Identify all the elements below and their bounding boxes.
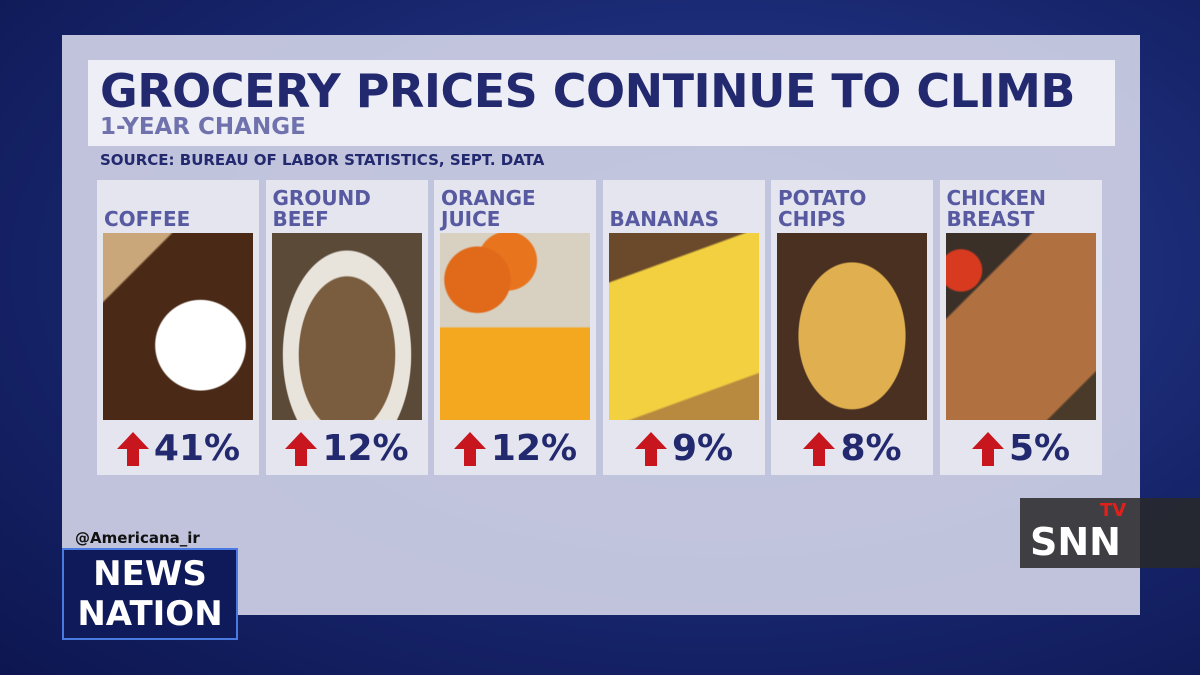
change-value: 12% — [490, 428, 578, 469]
name-line: BEEF — [272, 207, 329, 231]
change-value: 12% — [322, 428, 409, 469]
arrow-shape — [116, 431, 149, 466]
tv-logo-box — [1020, 498, 1200, 568]
item-name: CHICKEN BREAST — [947, 184, 1046, 230]
handle: @Americana_ir — [75, 529, 200, 547]
network-logo: NEWS NATION — [62, 548, 238, 640]
up-arrow — [453, 431, 486, 466]
logo-line: NATION — [77, 594, 223, 634]
item-card: CHICKEN BREAST 5% — [939, 180, 1102, 475]
arrow-shape — [453, 431, 486, 466]
name-line: BANANAS — [609, 207, 720, 231]
up-arrow — [803, 431, 836, 466]
name-line: POTATO — [778, 186, 867, 210]
tv-badge: TV — [1100, 500, 1127, 521]
arrow-shape — [803, 431, 836, 466]
name-line: CHIPS — [778, 207, 846, 231]
item-card: GROUND BEEF 12% — [265, 180, 428, 475]
item-image — [945, 233, 1096, 420]
item-image — [103, 233, 253, 420]
arrow-shape — [971, 431, 1004, 466]
item-image — [608, 233, 759, 420]
name-line: JUICE — [441, 207, 501, 231]
change-row: 12% — [266, 428, 428, 469]
item-name: GROUND BEEF — [273, 184, 371, 230]
source: SOURCE: BUREAU OF LABOR STATISTICS, SEPT… — [100, 151, 545, 169]
change-row: 12% — [434, 428, 596, 469]
change-value: 5% — [1008, 428, 1071, 469]
name-line: GROUND — [272, 186, 371, 210]
name-line: ORANGE — [441, 186, 536, 210]
name-line: BREAST — [946, 207, 1035, 231]
item-name: BANANAS — [610, 184, 720, 230]
change-value: 41% — [153, 428, 241, 469]
title: GROCERY PRICES CONTINUE TO CLIMB — [100, 64, 1075, 118]
item-card: BANANAS 9% — [602, 180, 765, 475]
change-value: 9% — [671, 428, 734, 469]
item-name: COFFEE — [104, 184, 190, 230]
up-arrow — [116, 431, 149, 466]
tv-logo: SNN — [1030, 520, 1121, 564]
up-arrow — [634, 431, 667, 466]
up-arrow — [285, 431, 318, 466]
title-bar — [88, 60, 1115, 146]
item-name: ORANGE JUICE — [441, 184, 536, 230]
name-line: COFFEE — [104, 207, 191, 231]
item-image — [271, 233, 422, 420]
arrow-shape — [285, 431, 318, 466]
change-value: 8% — [840, 428, 902, 469]
item-card: POTATO CHIPS 8% — [771, 180, 933, 475]
item-image — [777, 233, 927, 420]
item-image — [440, 233, 590, 420]
arrow-shape — [634, 431, 667, 466]
change-row: 8% — [771, 428, 933, 469]
up-arrow — [971, 431, 1004, 466]
item-name: POTATO CHIPS — [778, 184, 866, 230]
change-row: 9% — [603, 428, 765, 469]
change-row: 41% — [97, 428, 259, 469]
item-card: ORANGE JUICE 12% — [434, 180, 596, 475]
item-card: COFFEE 41% — [97, 180, 259, 475]
subtitle: 1-YEAR CHANGE — [100, 114, 306, 140]
name-line: CHICKEN — [946, 186, 1046, 210]
change-row: 5% — [940, 428, 1102, 469]
logo-line: NEWS — [93, 554, 207, 594]
